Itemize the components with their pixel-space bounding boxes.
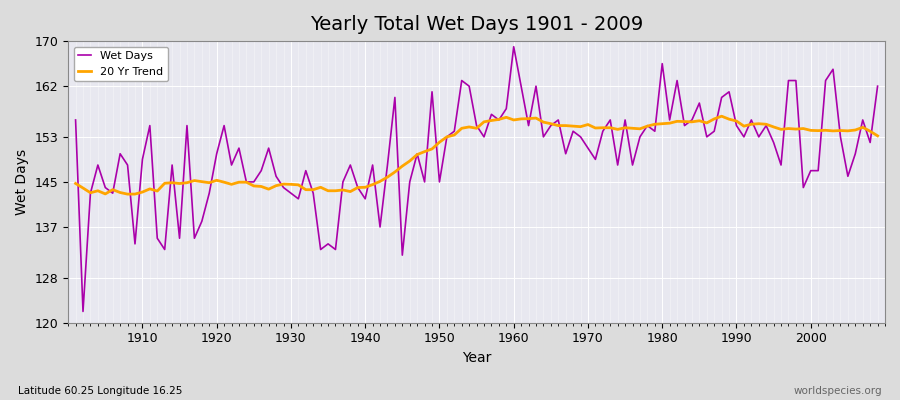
20 Yr Trend (137, 190, 148, 194)
Line: 20 Yr Trend: 20 Yr Trend (76, 116, 878, 194)
Text: Latitude 60.25 Longitude 16.25: Latitude 60.25 Longitude 16.25 (18, 386, 183, 396)
Wet Days (612, 163, 623, 168)
20 Yr Trend (345, 189, 356, 194)
Legend: Wet Days, 20 Yr Trend: Wet Days, 20 Yr Trend (74, 47, 168, 81)
20 Yr Trend (70, 181, 81, 186)
Wet Days (508, 44, 519, 49)
Wet Days (516, 84, 526, 88)
Text: worldspecies.org: worldspecies.org (794, 386, 882, 396)
Wet Days (77, 309, 88, 314)
Title: Yearly Total Wet Days 1901 - 2009: Yearly Total Wet Days 1901 - 2009 (310, 15, 644, 34)
Wet Days (301, 168, 311, 173)
20 Yr Trend (716, 114, 727, 119)
X-axis label: Year: Year (462, 351, 491, 365)
20 Yr Trend (122, 192, 133, 196)
20 Yr Trend (872, 134, 883, 138)
Line: Wet Days: Wet Days (76, 47, 878, 312)
Wet Days (872, 84, 883, 88)
20 Yr Trend (301, 187, 311, 192)
20 Yr Trend (508, 118, 519, 122)
Wet Days (137, 157, 148, 162)
Wet Days (70, 118, 81, 122)
20 Yr Trend (516, 116, 526, 121)
Wet Days (523, 123, 534, 128)
Wet Days (345, 163, 356, 168)
Y-axis label: Wet Days: Wet Days (15, 149, 29, 215)
20 Yr Trend (605, 125, 616, 130)
